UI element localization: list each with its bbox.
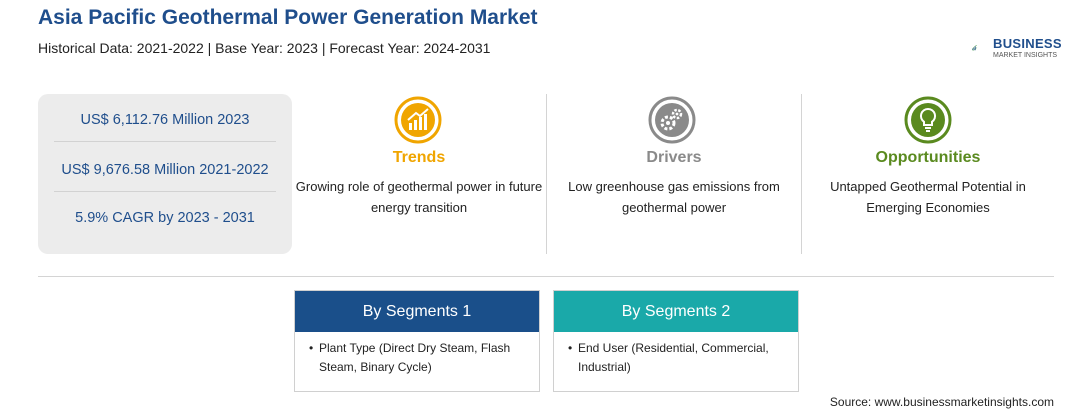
trends-title: Trends <box>392 149 446 166</box>
page-title: Asia Pacific Geothermal Power Generation… <box>38 6 538 29</box>
drivers-text: Low greenhouse gas emissions from geothe… <box>568 179 780 215</box>
trend-chart-icon <box>394 96 442 144</box>
bullet-icon: • <box>568 341 573 355</box>
bullet-icon: • <box>309 341 314 355</box>
stats-panel: US$ 6,112.76 Million 2023 US$ 9,676.58 M… <box>38 94 292 254</box>
column-divider <box>801 94 802 254</box>
opportunities-title: Opportunities <box>875 149 981 166</box>
page-subtitle: Historical Data: 2021-2022 | Base Year: … <box>38 40 491 56</box>
segment-card-1: By Segments 1 • Plant Type (Direct Dry S… <box>294 290 540 392</box>
lightbulb-icon <box>904 96 952 144</box>
logo-icon <box>972 45 978 51</box>
stat-divider <box>54 141 276 142</box>
list-item: Plant Type (Direct Dry Steam, Flash Stea… <box>319 341 511 374</box>
source-note: Source: www.businessmarketinsights.com <box>829 395 1054 409</box>
segment-1-header: By Segments 1 <box>295 291 539 332</box>
segment-2-list: • End User (Residential, Commercial, Ind… <box>568 339 788 377</box>
gears-icon <box>648 96 696 144</box>
column-divider <box>546 94 547 254</box>
logo-name: BUSINESS <box>993 36 1062 51</box>
drivers-title: Drivers <box>646 149 702 166</box>
segment-card-2: By Segments 2 • End User (Residential, C… <box>553 290 799 392</box>
segment-2-header: By Segments 2 <box>554 291 798 332</box>
stat-cagr: 5.9% CAGR by 2023 - 2031 <box>75 210 255 226</box>
trends-text: Growing role of geothermal power in futu… <box>295 179 543 215</box>
stat-divider <box>54 191 276 192</box>
opportunities-text: Untapped Geothermal Potential in Emergin… <box>830 179 1026 215</box>
stat-market-historical: US$ 9,676.58 Million 2021-2022 <box>61 162 269 178</box>
section-divider <box>38 276 1054 277</box>
list-item: End User (Residential, Commercial, Indus… <box>578 341 769 374</box>
segment-1-list: • Plant Type (Direct Dry Steam, Flash St… <box>309 339 529 377</box>
stat-market-2023: US$ 6,112.76 Million 2023 <box>80 112 250 128</box>
logo-tagline: MARKET INSIGHTS <box>993 52 1058 59</box>
